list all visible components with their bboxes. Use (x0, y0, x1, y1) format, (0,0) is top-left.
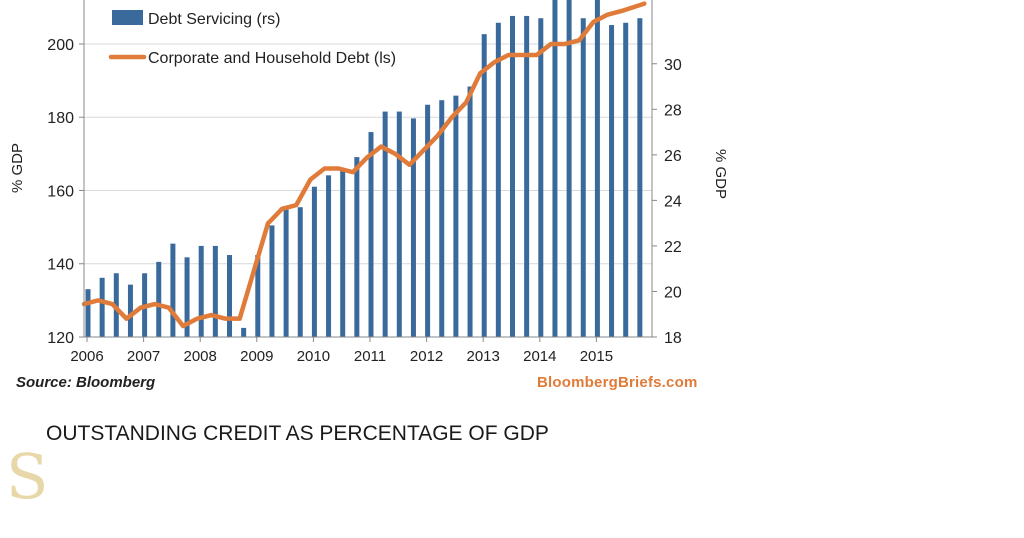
bar (439, 100, 445, 338)
line-series (81, 1, 647, 329)
x-tick-label: 2012 (410, 348, 443, 365)
bar (552, 0, 558, 337)
legend-bar-swatch (112, 10, 143, 25)
bar (481, 34, 487, 338)
bar (241, 327, 247, 337)
bar (467, 86, 473, 337)
x-tick-label: 2014 (523, 348, 556, 365)
right-axis-label: % GDP (712, 149, 729, 199)
x-tick-label: 2015 (580, 348, 613, 365)
x-tick-label: 2011 (354, 348, 386, 365)
bar (340, 170, 346, 337)
bar (510, 15, 515, 338)
x-tick-label: 2008 (184, 348, 217, 365)
chart-svg: 120 140 160 180 200 18 20 22 24 26 28 30 2006 2007 200… (9, 0, 729, 365)
bar (184, 257, 190, 337)
bar (425, 104, 431, 337)
bar (580, 18, 586, 337)
bar (326, 175, 332, 337)
left-axis-label: % GDP (9, 143, 26, 193)
chart-caption: OUTSTANDING CREDIT AS PERCENTAGE OF GDP (46, 422, 549, 445)
left-tick-label: 120 (47, 330, 74, 347)
right-tick-label: 24 (664, 193, 682, 210)
left-tick-label: 180 (47, 110, 74, 127)
bar (269, 225, 275, 337)
bar (453, 95, 459, 337)
bar (85, 289, 91, 337)
logo-s-watermark: S (6, 440, 49, 513)
brand-label: BloombergBriefs.com (537, 374, 698, 391)
bar (354, 157, 360, 337)
right-tick-label: 28 (664, 102, 682, 119)
bar (410, 118, 416, 338)
source-note: Source: Bloomberg (16, 374, 156, 391)
bar (99, 277, 105, 337)
bar (609, 25, 615, 337)
x-tick-label: 2013 (467, 348, 500, 365)
right-tick-label: 20 (664, 284, 682, 301)
bar (382, 111, 388, 337)
right-tick-label: 26 (664, 148, 682, 165)
bar (538, 18, 544, 337)
bar (198, 245, 204, 337)
right-tick-label: 18 (664, 330, 682, 347)
legend-bar-label: Debt Servicing (rs) (148, 11, 280, 28)
left-tick-label: 200 (47, 37, 74, 54)
bar (623, 22, 629, 338)
x-tick-label: 2009 (240, 348, 273, 365)
bar (283, 209, 289, 337)
axes: 120 140 160 180 200 18 20 22 24 26 28 30 2006 2007 200… (9, 0, 729, 365)
bar (212, 245, 218, 337)
bar (170, 243, 176, 337)
x-tick-label: 2010 (297, 348, 330, 365)
bar (566, 0, 572, 337)
right-tick-label: 30 (664, 57, 682, 74)
x-tick-label: 2007 (127, 348, 160, 365)
bar (396, 111, 402, 337)
bar (156, 261, 162, 337)
bar (255, 255, 261, 337)
debt-line (81, 1, 647, 329)
bar (594, 0, 600, 337)
left-tick-label: 140 (47, 257, 74, 274)
bar (637, 18, 643, 337)
left-tick-label: 160 (47, 183, 74, 200)
bar (127, 284, 133, 337)
legend-line-label: Corporate and Household Debt (ls) (148, 50, 396, 67)
bar (311, 186, 317, 337)
x-tick-label: 2006 (70, 348, 103, 365)
bar (227, 255, 232, 337)
bar-series (85, 0, 643, 338)
legend: Debt Servicing (rs) Corporate and Househo… (108, 10, 396, 67)
bar (495, 22, 501, 338)
right-tick-label: 22 (664, 239, 682, 256)
bar (524, 15, 530, 338)
bar (297, 207, 303, 337)
bar (368, 132, 374, 337)
